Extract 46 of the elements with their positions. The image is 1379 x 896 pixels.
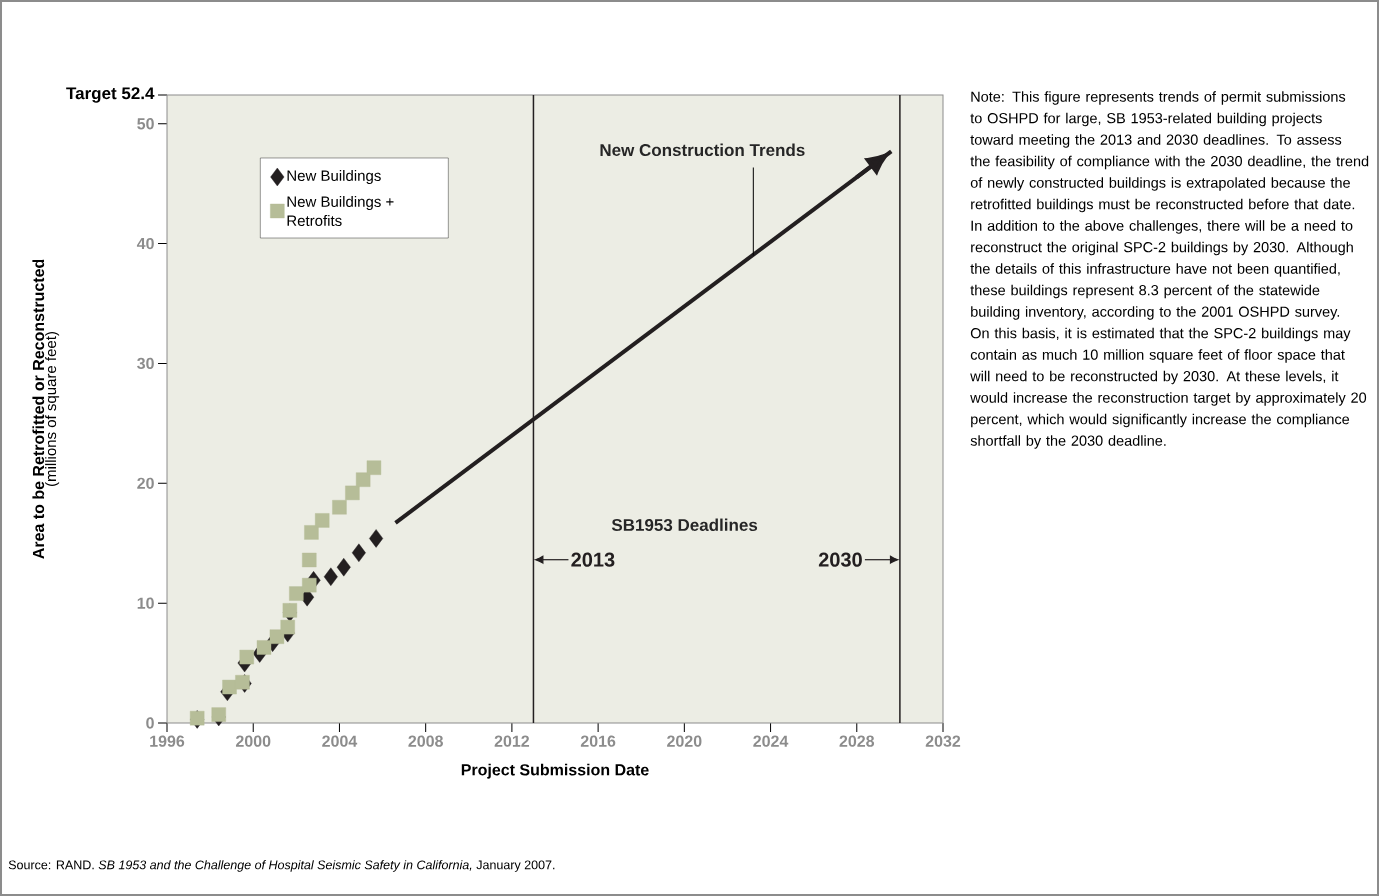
point [282,603,298,618]
point [332,500,347,515]
point [369,529,384,548]
y-tick-label: 50 [137,118,154,130]
x-tick-label: 2004 [322,735,358,747]
point [211,707,226,722]
x-tick-label: 2032 [925,735,961,747]
text: Note: This figure represents trends of permit submissions to OSHPD for large, SB 1953-related building projects toward meeting the 2013 and 2030 deadlines. To assess the feasibility of compliance with the 2030 deadline, the trend of newly constructed buildings is extrapolated because the retrofitted buildings must be reconstructed before that date. In addition to the above challenges, there will be a need to reconstruct the original SPC-2 buildings by 2030. Although the details of this infrastructure have not been quantified, these buildings represent 8.3 percent of the statewide building inventory, according to the 2001 OSHPD survey. On this basis, it is estimated that the SPC-2 buildings may contain as much 10 million square feet of floor space that will need to be reconstructed by 2030. At these levels, it would increase the reconstruction target by approximately 20 percent, which would significantly increase the compliance shortfall by the 2030 deadline. [970,91,1369,449]
x-tick-label: 2008 [408,735,443,747]
point [336,557,351,577]
source-note: Source: RAND. SB 1953 and the Challenge of Hospital Seismic Safety in California, January 2007. [8,860,555,872]
y-tick-label: 0 [146,717,154,729]
x-tick-label: 2024 [753,735,789,747]
point [302,577,317,593]
point [351,543,366,562]
point [239,649,254,665]
x-tick-label: 1996 [150,735,185,747]
y-tick-label: 10 [137,597,154,609]
text: (millions of square feet) [45,332,60,487]
x-tick-label: 2020 [667,735,702,747]
point [302,552,317,568]
point [345,485,360,501]
point [323,567,338,586]
y-axis-title: Area to be Retrofitted or Reconstructed [32,259,45,559]
point [280,619,295,635]
point [304,525,319,540]
legend-label: New Buildings [287,170,381,184]
annotation: New Construction Trends [600,143,805,157]
y-tick-label: 40 [136,237,154,250]
ref-line-label: 2030 [818,552,862,567]
y-tick-label: 30 [137,357,154,370]
y-tick-label: 20 [137,477,154,489]
point [355,472,371,487]
x-tick-label: 2016 [580,735,616,747]
point [256,640,272,655]
y-tick-label: Target 52.4 [66,87,155,103]
point [289,586,304,601]
legend-label: New Buildings + Retrofits [287,195,394,226]
x-tick-label: 2028 [839,735,875,747]
x-tick-label: 2000 [235,735,271,747]
ref-line-label: 2013 [571,552,615,567]
x-axis-title: Project Submission Date [461,763,649,779]
point [366,460,382,475]
annotation: SB1953 Deadlines [611,518,758,532]
x-tick-label: 2012 [494,735,530,747]
point [315,513,330,528]
